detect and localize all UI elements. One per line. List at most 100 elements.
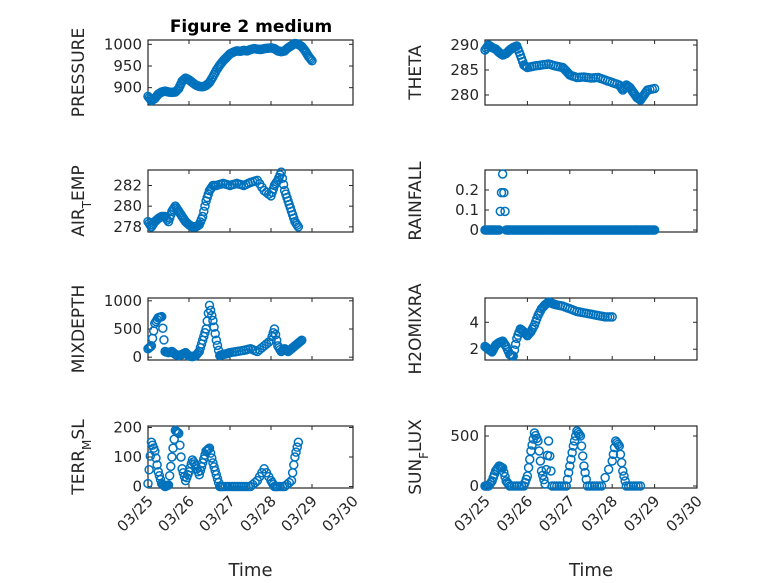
sunlux-markers: [480, 426, 646, 491]
data-point: [167, 452, 177, 462]
terrsl-y-axis-label: TERRMSL: [69, 419, 94, 496]
rainfall-y-axis-label: RAINFALL: [406, 161, 426, 241]
data-point: [295, 336, 306, 346]
x-tick-label: 03/25: [114, 492, 157, 535]
theta-y-axis-label: THETA: [406, 45, 426, 101]
data-point: [619, 471, 629, 481]
data-point: [145, 342, 156, 352]
data-point: [534, 446, 544, 456]
theta-markers: [480, 40, 660, 105]
data-point: [171, 426, 182, 437]
data-point: [208, 315, 218, 326]
y-tick-label: 285: [450, 61, 479, 79]
data-point: [163, 480, 174, 490]
data-point: [269, 324, 280, 334]
data-point: [159, 335, 169, 345]
data-point: [567, 447, 577, 458]
data-point: [497, 169, 508, 179]
y-tick-label: 100: [113, 448, 142, 466]
data-point: [176, 452, 186, 462]
data-point: [618, 466, 628, 476]
data-point: [292, 442, 302, 452]
x-tick-label: 03/29: [620, 492, 663, 535]
data-point: [508, 351, 519, 361]
data-point: [294, 337, 305, 347]
data-point: [277, 173, 288, 184]
data-point: [292, 220, 302, 230]
data-point: [278, 179, 289, 190]
data-point: [649, 83, 660, 94]
data-point: [151, 453, 161, 463]
terrsl-markers: [143, 425, 304, 492]
mixdepth-markers: [143, 300, 307, 362]
rainfall-markers: [480, 169, 660, 235]
data-point: [546, 466, 556, 476]
data-point: [600, 472, 610, 483]
data-point: [579, 461, 589, 471]
data-point: [509, 345, 520, 355]
data-point: [649, 225, 660, 235]
data-point: [576, 441, 587, 451]
data-point: [297, 335, 307, 346]
data-point: [211, 335, 222, 346]
terrsl-x-axis-label: Time: [227, 560, 272, 581]
data-point: [200, 201, 210, 211]
data-point: [306, 54, 316, 65]
y-tick-label: 500: [113, 320, 142, 338]
data-point: [143, 478, 153, 489]
data-point: [500, 471, 510, 482]
data-point: [193, 348, 203, 358]
data-point: [562, 474, 573, 485]
y-tick-label: 282: [113, 177, 142, 195]
y-tick-label: 0: [469, 477, 479, 495]
pressure-panel: Figure 2 medium 900 950 1000 PRESSURE: [69, 17, 354, 117]
data-point: [536, 466, 547, 476]
data-point: [608, 449, 619, 460]
data-point: [158, 323, 168, 333]
data-point: [164, 470, 175, 481]
data-point: [484, 345, 495, 355]
sunlux-y-axis-label: SUNFLUX: [406, 419, 431, 495]
sun-flux-panel: 0 500 03/25 03/26 03/27 03/28 03/29 03/30 SUNFLU…: [406, 419, 706, 581]
data-point: [207, 453, 217, 463]
data-point: [635, 481, 646, 491]
y-tick-label: 4: [469, 313, 479, 331]
pressure-markers: [143, 38, 317, 106]
data-point: [205, 448, 216, 458]
data-point: [566, 454, 576, 465]
data-point: [580, 467, 590, 478]
data-point: [307, 56, 317, 66]
mixdepth-y-axis-label: MIXDEPTH: [69, 285, 89, 374]
data-point: [290, 452, 300, 462]
data-point: [565, 461, 575, 471]
y-tick-label: 0: [132, 348, 142, 366]
theta-panel: 280 285 290 THETA: [406, 36, 698, 106]
y-tick-label: 290: [450, 36, 479, 54]
data-point: [499, 467, 509, 478]
data-point: [270, 329, 281, 340]
data-point: [603, 464, 614, 475]
x-tick-label: 03/27: [196, 492, 239, 535]
y-tick-label: 200: [113, 418, 142, 436]
rainfall-panel: 0 0.1 0.2 RAINFALL: [406, 161, 698, 241]
y-tick-label: 1000: [104, 35, 142, 53]
y-tick-label: 280: [113, 197, 142, 215]
y-tick-label: 278: [113, 218, 142, 236]
data-point: [150, 446, 160, 456]
data-point: [156, 311, 167, 322]
sunlux-x-axis-label: Time: [568, 560, 613, 581]
data-point: [541, 464, 551, 475]
data-point: [212, 340, 223, 351]
data-point: [204, 443, 215, 453]
data-point: [563, 467, 574, 478]
data-point: [205, 305, 216, 316]
data-point: [197, 211, 208, 222]
airemp-markers: [143, 167, 304, 232]
data-point: [209, 322, 219, 332]
data-point: [574, 429, 584, 440]
data-point: [207, 310, 217, 321]
data-point: [486, 477, 496, 488]
y-tick-label: 2: [469, 340, 479, 358]
